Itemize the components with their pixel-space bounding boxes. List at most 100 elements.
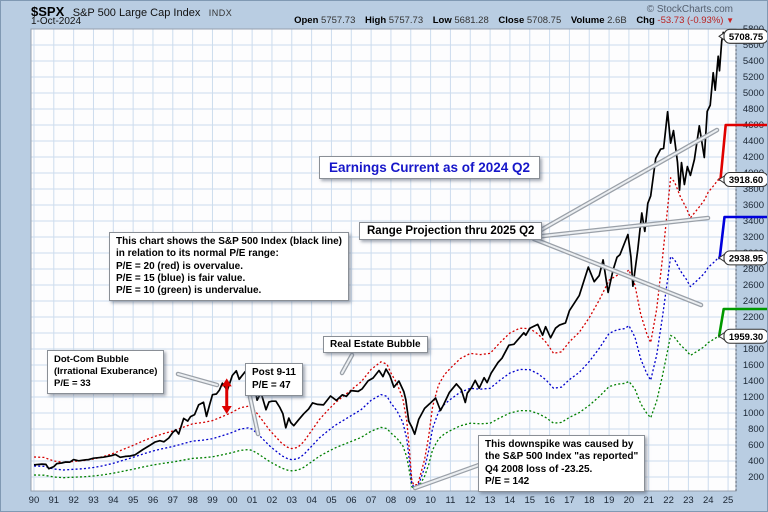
x-axis-tick-label: 97 bbox=[168, 495, 179, 506]
x-axis-tick-label: 17 bbox=[564, 495, 575, 506]
y-axis-tick-label: 2600 bbox=[743, 280, 764, 291]
high-label: High bbox=[365, 15, 387, 26]
x-axis-tick-label: 90 bbox=[29, 495, 40, 506]
series-pe10 bbox=[33, 334, 719, 490]
y-axis-tick-label: 5400 bbox=[743, 56, 764, 67]
y-axis-tick-label: 5200 bbox=[743, 72, 764, 83]
y-axis-tick-label: 5600 bbox=[743, 40, 764, 51]
arrowhead-up-icon bbox=[221, 378, 232, 387]
high-value: 5757.73 bbox=[388, 15, 424, 26]
x-axis-tick-label: 08 bbox=[386, 495, 397, 506]
volume-value: 2.6B bbox=[607, 15, 627, 26]
y-axis-tick-label: 1400 bbox=[743, 376, 764, 387]
x-axis-tick-label: 93 bbox=[88, 495, 99, 506]
open-label: Open bbox=[294, 15, 319, 26]
x-axis-tick-label: 98 bbox=[187, 495, 198, 506]
x-axis-tick-label: 06 bbox=[346, 495, 357, 506]
x-axis-tick-label: 94 bbox=[108, 495, 119, 506]
chart-header: $SPX S&P 500 Large Cap Index INDX bbox=[31, 3, 731, 21]
x-axis-tick-label: 96 bbox=[148, 495, 159, 506]
post-911-note: Post 9-11 P/E = 47 bbox=[245, 363, 303, 396]
change-down-triangle-icon: ▼ bbox=[726, 16, 734, 25]
change-label: Chg bbox=[636, 15, 655, 26]
price-pill-label: 3918.60 bbox=[729, 175, 763, 186]
realestate-pointer-highlight bbox=[341, 354, 353, 374]
x-axis-tick-label: 24 bbox=[703, 495, 714, 506]
downspike-pointer-highlight bbox=[414, 464, 480, 489]
series-spx bbox=[33, 31, 725, 470]
x-axis-tick-label: 20 bbox=[624, 495, 635, 506]
downspike-note: This downspike was caused by the S&P 500… bbox=[478, 435, 646, 493]
y-axis-tick-label: 4400 bbox=[743, 136, 764, 147]
y-axis-tick-label: 200 bbox=[748, 472, 764, 483]
x-axis-tick-label: 01 bbox=[247, 495, 258, 506]
low-value: 5681.28 bbox=[454, 15, 489, 26]
index-name: S&P 500 Large Cap Index bbox=[72, 7, 201, 19]
y-axis-tick-label: 5000 bbox=[743, 88, 764, 99]
y-axis-tick-label: 3600 bbox=[743, 200, 764, 211]
arrowhead-down-icon bbox=[221, 406, 232, 414]
x-axis-tick-label: 95 bbox=[128, 495, 139, 506]
real-estate-bubble-note: Real Estate Bubble bbox=[323, 336, 428, 353]
dotcom-pointer-highlight bbox=[177, 373, 218, 386]
y-axis-tick-label: 1600 bbox=[743, 360, 764, 371]
y-axis-tick-label: 3400 bbox=[743, 216, 764, 227]
ohlc-quote-row: Open 5757.73 High 5757.73 Low 5681.28 Cl… bbox=[287, 15, 734, 26]
ticker-symbol: $SPX bbox=[31, 4, 65, 19]
price-pill-label: 2938.95 bbox=[729, 253, 764, 264]
x-axis-tick-label: 10 bbox=[425, 495, 436, 506]
price-pill bbox=[723, 250, 767, 266]
quote-date: 1-Oct-2024 bbox=[31, 16, 82, 27]
x-axis-tick-label: 25 bbox=[723, 495, 734, 506]
price-pill-label: 5708.75 bbox=[729, 32, 764, 43]
price-pill-label: 1959.30 bbox=[729, 332, 763, 343]
volume-label: Volume bbox=[570, 15, 605, 26]
x-axis-tick-label: 00 bbox=[227, 495, 238, 506]
price-pill bbox=[723, 171, 767, 188]
post911-pointer-highlight bbox=[249, 396, 259, 435]
x-axis-tick-label: 15 bbox=[524, 495, 535, 506]
dotcom-bubble-note: Dot-Com Bubble (Irrational Exuberance) P… bbox=[47, 350, 165, 394]
y-axis-tick-label: 600 bbox=[748, 440, 764, 451]
y-axis-tick-label: 4800 bbox=[743, 104, 764, 115]
price-pill bbox=[723, 28, 767, 44]
x-axis-tick-label: 99 bbox=[207, 495, 218, 506]
x-axis-tick-label: 16 bbox=[544, 495, 555, 506]
stockcharts-copyright-link[interactable]: © StockCharts.com bbox=[646, 4, 733, 15]
pe-range-explainer-note: This chart shows the S&P 500 Index (blac… bbox=[109, 232, 349, 302]
change-value: -53.73 (-0.93%) bbox=[657, 15, 724, 26]
x-axis-tick-label: 11 bbox=[445, 495, 455, 506]
y-axis-tick-label: 800 bbox=[748, 424, 764, 435]
y-axis-tick-label: 2400 bbox=[743, 296, 764, 307]
x-axis-tick-label: 92 bbox=[68, 495, 79, 506]
x-axis-tick-label: 12 bbox=[465, 495, 476, 506]
x-axis-tick-label: 19 bbox=[604, 495, 615, 506]
x-axis-tick-label: 21 bbox=[643, 495, 654, 506]
close-label: Close bbox=[498, 15, 525, 26]
x-axis-tick-label: 23 bbox=[683, 495, 694, 506]
x-axis-tick-label: 04 bbox=[306, 495, 317, 506]
range-to-pe20-highlight bbox=[533, 129, 718, 235]
y-axis-tick-label: 3200 bbox=[743, 232, 764, 243]
y-axis-tick-label: 1800 bbox=[743, 344, 764, 355]
series-pe20 bbox=[33, 177, 719, 486]
x-axis-tick-label: 07 bbox=[366, 495, 377, 506]
x-axis-tick-label: 05 bbox=[326, 495, 337, 506]
range-projection-note: Range Projection thru 2025 Q2 bbox=[359, 222, 543, 240]
x-axis-tick-label: 91 bbox=[49, 495, 60, 506]
range-to-pe15-highlight bbox=[533, 217, 709, 238]
x-axis-tick-label: 14 bbox=[505, 495, 516, 506]
earnings-current-note: Earnings Current as of 2024 Q2 bbox=[319, 156, 541, 179]
open-value: 5757.73 bbox=[321, 15, 356, 26]
x-axis-tick-label: 09 bbox=[405, 495, 416, 506]
y-axis-tick-label: 1200 bbox=[743, 392, 764, 403]
range-to-pe10-highlight bbox=[533, 238, 702, 306]
x-axis-tick-label: 13 bbox=[485, 495, 496, 506]
y-axis-tick-label: 2200 bbox=[743, 312, 764, 323]
y-axis-tick-label: 2800 bbox=[743, 264, 764, 275]
y-axis-tick-label: 400 bbox=[748, 456, 764, 467]
y-axis-tick-label: 1000 bbox=[743, 408, 764, 419]
y-axis-tick-label: 3800 bbox=[743, 184, 764, 195]
x-axis-tick-label: 22 bbox=[663, 495, 674, 506]
x-axis-tick-label: 03 bbox=[286, 495, 297, 506]
